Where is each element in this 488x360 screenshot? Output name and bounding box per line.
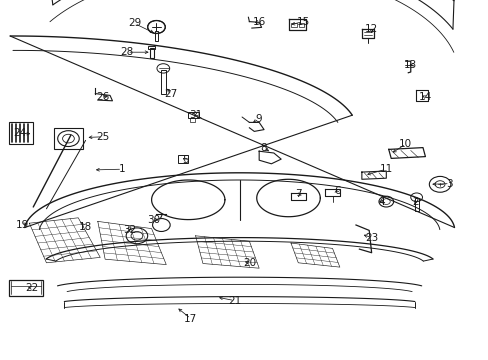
- Text: 8: 8: [260, 143, 267, 153]
- Bar: [148, 46, 155, 49]
- Bar: [290, 23, 297, 27]
- Text: 12: 12: [364, 24, 378, 34]
- Bar: [414, 198, 418, 211]
- Text: 7: 7: [294, 189, 301, 199]
- Text: 32: 32: [122, 225, 136, 235]
- Text: 3: 3: [446, 179, 452, 189]
- Text: 2: 2: [411, 197, 418, 207]
- Bar: [161, 70, 165, 94]
- Text: 26: 26: [96, 92, 109, 102]
- Text: 31: 31: [188, 110, 202, 120]
- Text: 13: 13: [403, 60, 417, 70]
- Text: 10: 10: [399, 139, 411, 149]
- Bar: [190, 118, 195, 122]
- Bar: [188, 112, 199, 118]
- Text: 28: 28: [120, 47, 134, 57]
- Text: 11: 11: [379, 164, 392, 174]
- Bar: [149, 48, 153, 58]
- Text: 30: 30: [147, 215, 160, 225]
- Text: 17: 17: [183, 314, 197, 324]
- Text: 23: 23: [364, 233, 378, 243]
- Text: 14: 14: [418, 92, 431, 102]
- Text: 16: 16: [252, 17, 265, 27]
- Text: 25: 25: [96, 132, 109, 142]
- Bar: [298, 23, 303, 27]
- Text: 24: 24: [13, 128, 26, 138]
- Bar: [177, 155, 188, 163]
- Text: 19: 19: [15, 220, 29, 230]
- Text: 18: 18: [79, 222, 92, 232]
- Bar: [9, 122, 33, 144]
- Bar: [9, 280, 43, 296]
- Text: 27: 27: [164, 89, 178, 99]
- Text: 15: 15: [296, 17, 309, 27]
- Bar: [154, 31, 158, 41]
- Text: 4: 4: [377, 197, 384, 207]
- Text: 9: 9: [255, 114, 262, 124]
- Text: 6: 6: [333, 186, 340, 196]
- Text: 20: 20: [243, 258, 255, 268]
- Text: 1: 1: [119, 164, 125, 174]
- Text: 21: 21: [227, 296, 241, 306]
- Text: 22: 22: [25, 283, 39, 293]
- Bar: [54, 128, 83, 149]
- Text: 5: 5: [182, 155, 189, 165]
- Text: 29: 29: [127, 18, 141, 28]
